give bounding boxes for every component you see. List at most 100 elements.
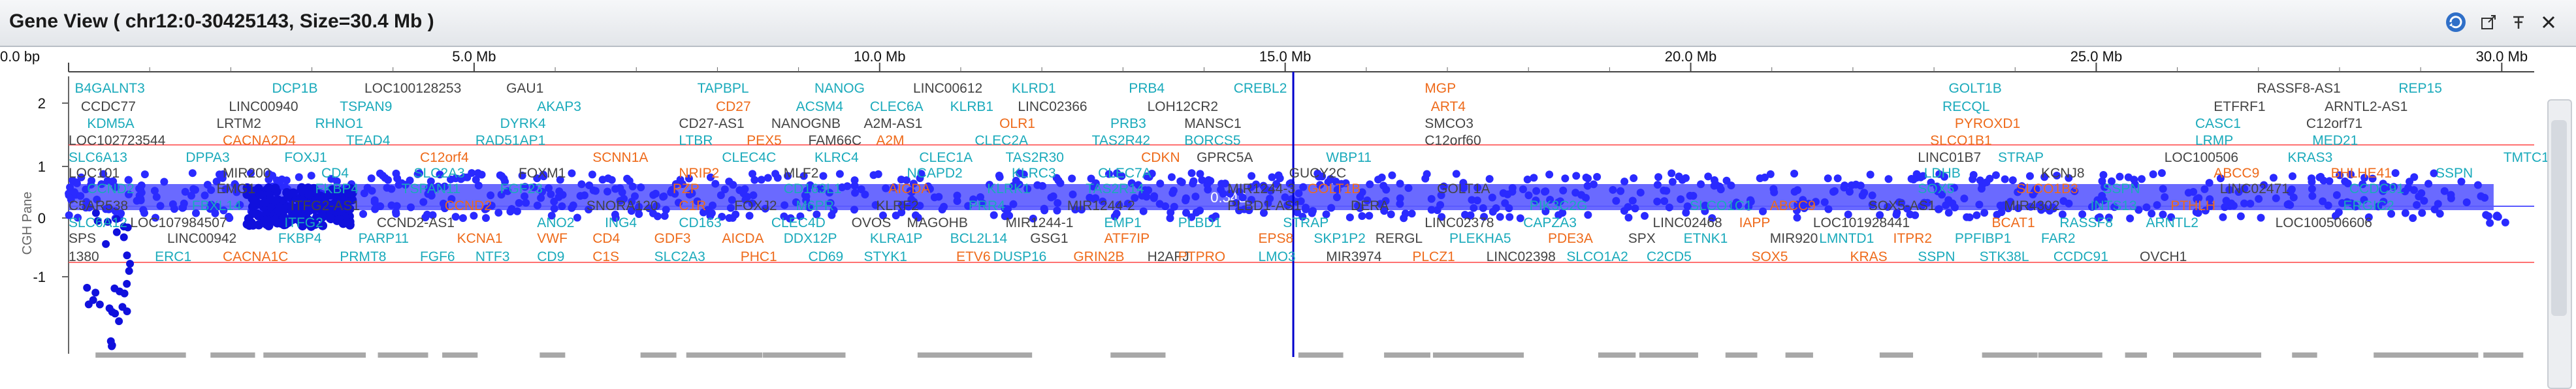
gene-label: LINC02378 bbox=[1425, 215, 1494, 230]
gene-label: PLBD1 bbox=[1178, 215, 1222, 230]
gene-label: STRAP bbox=[1998, 150, 2044, 165]
gene-label: ITFG2 bbox=[284, 215, 323, 230]
cgh-probe-point bbox=[2095, 213, 2104, 221]
refresh-icon[interactable] bbox=[2443, 9, 2469, 35]
cgh-probe-point bbox=[123, 279, 131, 288]
cgh-probe-point bbox=[236, 200, 244, 209]
cgh-probe-point bbox=[986, 180, 994, 189]
cgh-probe-point bbox=[1318, 172, 1327, 181]
cgh-probe-point bbox=[995, 171, 1003, 179]
gene-label: RASSF8-AS1 bbox=[2257, 81, 2340, 96]
cgh-probe-point bbox=[938, 205, 946, 213]
cgh-probe-point bbox=[1381, 196, 1390, 205]
cgh-probe-point bbox=[501, 178, 509, 186]
cgh-probe-point bbox=[1868, 191, 1876, 200]
cgh-probe-point bbox=[1421, 174, 1430, 183]
cgh-probe-point bbox=[1440, 182, 1448, 191]
gene-label: KLRF2 bbox=[876, 198, 918, 213]
gene-label: PYROXD1 bbox=[1955, 116, 2020, 131]
cgh-probe-point bbox=[333, 186, 343, 196]
cgh-probe-point bbox=[2368, 174, 2377, 183]
cgh-probe-point bbox=[1530, 174, 1538, 182]
gene-label: DCP1B bbox=[272, 81, 317, 96]
scrollbar-thumb[interactable] bbox=[2551, 120, 2567, 316]
gene-label: LRTM2 bbox=[217, 116, 261, 131]
gene-label: A2M bbox=[876, 133, 904, 148]
cgh-probe-point bbox=[126, 260, 135, 268]
cgh-probe-point bbox=[1033, 181, 1042, 189]
cgh-probe-point bbox=[1636, 189, 1645, 197]
cgh-probe-point bbox=[1960, 194, 1969, 203]
plot-canvas[interactable]: 0.0 bp 5.0 Mb 10.0 Mb 15.0 Mb 20.0 Mb 25.0 Mb… bbox=[0, 47, 2576, 360]
cgh-probe-point bbox=[662, 206, 670, 214]
gene-label: FOXJ2 bbox=[734, 198, 777, 213]
gene-body-bar bbox=[763, 352, 810, 358]
cgh-probe-point bbox=[102, 240, 110, 248]
close-icon[interactable] bbox=[2536, 9, 2562, 35]
cgh-probe-point bbox=[990, 211, 998, 219]
cgh-probe-point bbox=[310, 219, 320, 229]
cgh-probe-point bbox=[843, 182, 852, 191]
cgh-probe-point bbox=[1182, 196, 1190, 204]
cgh-y-tick-label: 2 bbox=[38, 95, 46, 112]
cgh-probe-point bbox=[150, 187, 159, 195]
cgh-probe-point bbox=[547, 211, 556, 220]
gene-label: SMCO3 bbox=[1425, 116, 1473, 131]
cgh-probe-point bbox=[1196, 170, 1204, 178]
cgh-probe-point bbox=[882, 184, 890, 193]
gene-label: KCNJ8 bbox=[2041, 166, 2085, 181]
cgh-probe-point bbox=[660, 211, 669, 220]
cgh-probe-point bbox=[924, 182, 933, 191]
cgh-probe-point bbox=[1977, 185, 1986, 193]
cgh-probe-point bbox=[246, 169, 255, 178]
gene-label: BORCS5 bbox=[1184, 133, 1240, 148]
cgh-probe-point bbox=[1668, 178, 1677, 186]
gene-label: KLRA1P bbox=[870, 231, 923, 246]
cgh-probe-point bbox=[1365, 211, 1374, 220]
gene-label: CACNA1C bbox=[223, 249, 288, 264]
cgh-probe-point bbox=[819, 172, 828, 180]
gene-label: KLRD1 bbox=[1012, 81, 1056, 96]
cgh-probe-point bbox=[850, 181, 859, 190]
gene-label: SCNN1A bbox=[592, 150, 648, 165]
cgh-probe-point bbox=[219, 206, 228, 215]
vertical-scrollbar[interactable] bbox=[2547, 99, 2572, 389]
cgh-probe-point bbox=[530, 183, 538, 191]
cgh-probe-point bbox=[953, 197, 961, 206]
cgh-probe-point bbox=[2058, 210, 2067, 219]
cgh-probe-point bbox=[547, 190, 555, 198]
gene-label: CCDC77 bbox=[81, 99, 136, 114]
gene-label: OVOS bbox=[852, 215, 892, 230]
cgh-probe-point bbox=[2236, 212, 2245, 221]
export-icon[interactable] bbox=[2475, 9, 2502, 35]
gene-label: 1380 bbox=[69, 249, 99, 264]
cgh-probe-point bbox=[1127, 179, 1136, 187]
cgh-probe-point bbox=[2124, 173, 2133, 181]
cgh-probe-point bbox=[270, 183, 280, 193]
cgh-probe-point bbox=[2325, 177, 2334, 185]
gene-label: AICDA bbox=[722, 231, 764, 246]
ruler-tick-label: 10.0 Mb bbox=[854, 48, 906, 65]
cgh-probe-point bbox=[218, 174, 227, 182]
cgh-probe-point bbox=[212, 178, 221, 186]
cgh-probe-point bbox=[1123, 199, 1132, 208]
cgh-probe-point bbox=[1374, 176, 1383, 184]
gene-label: MIR920 bbox=[1770, 231, 1818, 246]
cgh-probe-point bbox=[964, 202, 973, 210]
gene-label: PRB4 bbox=[1129, 81, 1165, 96]
cgh-probe-point bbox=[76, 192, 85, 200]
gene-label: PHC1 bbox=[741, 249, 777, 264]
cgh-probe-point bbox=[1667, 169, 1676, 178]
cgh-probe-point bbox=[716, 191, 725, 200]
gene-label: KLRK1 bbox=[987, 181, 1031, 196]
gene-label: KRAS bbox=[1850, 249, 1887, 264]
pin-icon[interactable] bbox=[2505, 9, 2532, 35]
cgh-probe-point bbox=[406, 176, 414, 185]
cgh-probe-point bbox=[1272, 179, 1281, 188]
cgh-probe-point bbox=[1541, 187, 1549, 196]
gene-label: PRMT8 bbox=[340, 249, 386, 264]
gene-view-plot[interactable]: 0.0 bp 5.0 Mb 10.0 Mb 15.0 Mb 20.0 Mb 25.0 Mb… bbox=[0, 47, 2576, 389]
cgh-probe-point bbox=[1906, 210, 1914, 219]
cgh-probe-point bbox=[1150, 194, 1158, 202]
cgh-probe-point bbox=[221, 185, 230, 193]
